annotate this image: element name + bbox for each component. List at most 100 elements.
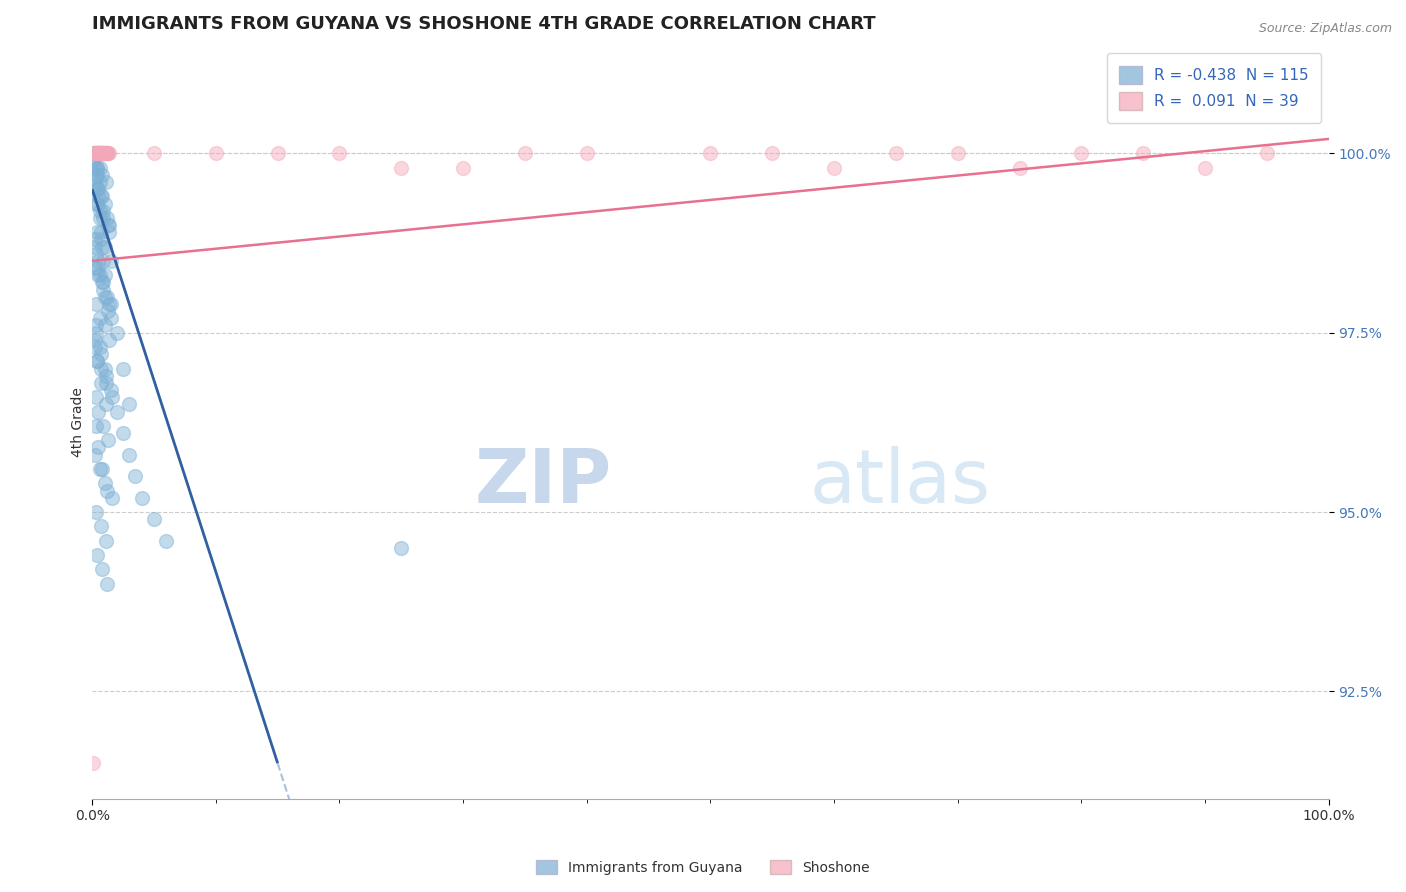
Point xyxy=(98,146,121,161)
Point xyxy=(89,146,111,161)
Point xyxy=(94,376,117,390)
Point xyxy=(93,196,115,211)
Point xyxy=(699,146,721,161)
Point xyxy=(90,376,112,390)
Point xyxy=(87,261,110,276)
Point xyxy=(86,146,108,161)
Point xyxy=(91,146,114,161)
Point xyxy=(86,161,108,175)
Point xyxy=(124,469,146,483)
Point xyxy=(143,512,166,526)
Point xyxy=(89,268,111,283)
Point xyxy=(328,146,350,161)
Point xyxy=(93,146,115,161)
Point xyxy=(84,419,107,434)
Point xyxy=(93,146,115,161)
Point xyxy=(131,491,153,505)
Point xyxy=(82,153,104,168)
Point xyxy=(93,146,115,161)
Point xyxy=(90,146,112,161)
Point xyxy=(90,146,112,161)
Legend: R = -0.438  N = 115, R =  0.091  N = 39: R = -0.438 N = 115, R = 0.091 N = 39 xyxy=(1107,54,1322,123)
Y-axis label: 4th Grade: 4th Grade xyxy=(72,387,86,458)
Point xyxy=(94,397,117,411)
Point xyxy=(86,548,108,562)
Point xyxy=(118,448,141,462)
Text: atlas: atlas xyxy=(810,446,990,519)
Point xyxy=(100,254,122,268)
Point xyxy=(87,441,110,455)
Point xyxy=(87,182,110,196)
Point xyxy=(83,182,105,196)
Point xyxy=(96,211,118,225)
Point xyxy=(84,146,107,161)
Point xyxy=(91,146,114,161)
Point xyxy=(96,146,118,161)
Point xyxy=(89,340,111,354)
Point xyxy=(1132,146,1154,161)
Point xyxy=(98,333,121,347)
Point xyxy=(97,218,120,232)
Point xyxy=(91,189,114,203)
Point xyxy=(97,434,120,448)
Point xyxy=(97,304,120,318)
Point xyxy=(1070,146,1092,161)
Point xyxy=(91,419,114,434)
Point xyxy=(87,268,110,283)
Point xyxy=(83,146,105,161)
Point xyxy=(451,161,474,175)
Point xyxy=(91,203,114,218)
Point xyxy=(82,146,104,161)
Point xyxy=(98,225,121,239)
Point xyxy=(89,146,111,161)
Point xyxy=(100,297,122,311)
Point xyxy=(101,390,124,404)
Point xyxy=(91,211,114,225)
Point xyxy=(89,161,111,175)
Point xyxy=(89,203,111,218)
Point xyxy=(87,254,110,268)
Point xyxy=(266,146,288,161)
Point xyxy=(84,168,107,182)
Point xyxy=(93,268,115,283)
Point xyxy=(93,239,115,253)
Point xyxy=(84,146,107,161)
Point xyxy=(86,354,108,368)
Point xyxy=(93,290,115,304)
Point xyxy=(112,361,135,376)
Point xyxy=(90,225,112,239)
Text: IMMIGRANTS FROM GUYANA VS SHOSHONE 4TH GRADE CORRELATION CHART: IMMIGRANTS FROM GUYANA VS SHOSHONE 4TH G… xyxy=(93,15,876,33)
Point xyxy=(884,146,907,161)
Point xyxy=(86,146,108,161)
Point xyxy=(89,311,111,326)
Point xyxy=(761,146,783,161)
Point xyxy=(83,175,105,189)
Point xyxy=(90,519,112,533)
Point xyxy=(90,347,112,361)
Point xyxy=(1194,161,1216,175)
Point xyxy=(84,297,107,311)
Point xyxy=(389,541,412,555)
Point xyxy=(83,448,105,462)
Point xyxy=(91,254,114,268)
Point xyxy=(84,318,107,333)
Point xyxy=(91,239,114,253)
Point xyxy=(83,232,105,246)
Point xyxy=(94,175,117,189)
Point xyxy=(91,146,114,161)
Point xyxy=(575,146,598,161)
Point xyxy=(155,533,177,548)
Point xyxy=(93,318,115,333)
Point xyxy=(100,311,122,326)
Point xyxy=(98,218,121,232)
Point xyxy=(946,146,969,161)
Point xyxy=(90,232,112,246)
Point xyxy=(143,146,166,161)
Point xyxy=(91,146,114,161)
Point xyxy=(86,161,108,175)
Point xyxy=(389,161,412,175)
Point xyxy=(84,505,107,519)
Point xyxy=(90,361,112,376)
Text: ZIP: ZIP xyxy=(474,446,612,519)
Point xyxy=(89,211,111,225)
